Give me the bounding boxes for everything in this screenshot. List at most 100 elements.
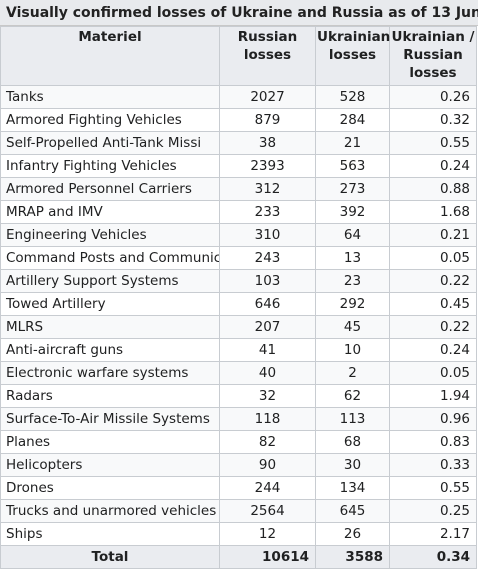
row-ratio: 0.55	[389, 131, 477, 155]
row-ukrainian-losses: 68	[315, 430, 390, 454]
row-ratio: 0.55	[389, 476, 477, 500]
table-row: Trucks and unarmored vehicles 2564 645 0.25	[0, 499, 477, 523]
row-ukrainian-losses: 563	[315, 154, 390, 178]
row-ukrainian-losses: 64	[315, 223, 390, 247]
row-russian-losses: 2393	[219, 154, 316, 178]
row-russian-losses: 2027	[219, 85, 316, 109]
table-row: Infantry Fighting Vehicles 2393 563 0.24	[0, 154, 477, 178]
table-row: Radars 32 62 1.94	[0, 384, 477, 408]
header-russian-losses[interactable]: Russian losses	[219, 26, 316, 86]
row-ratio: 0.24	[389, 338, 477, 362]
row-ratio: 0.83	[389, 430, 477, 454]
row-russian-losses: 244	[219, 476, 316, 500]
total-ratio: 0.34	[389, 545, 477, 569]
row-materiel: Planes	[0, 430, 220, 454]
table-row: Surface-To-Air Missile Systems 118 113 0.96	[0, 407, 477, 431]
row-ratio: 0.26	[389, 85, 477, 109]
header-row: Materiel Russian losses Ukrainian losses…	[0, 26, 477, 86]
row-ukrainian-losses: 10	[315, 338, 390, 362]
row-ratio: 0.45	[389, 292, 477, 316]
row-russian-losses: 207	[219, 315, 316, 339]
row-materiel: MLRS	[0, 315, 220, 339]
row-russian-losses: 879	[219, 108, 316, 132]
table-row: Self-Propelled Anti-Tank Missi 38 21 0.55	[0, 131, 477, 155]
row-ratio: 0.24	[389, 154, 477, 178]
total-ukrainian: 3588	[315, 545, 390, 569]
row-russian-losses: 12	[219, 522, 316, 546]
row-russian-losses: 118	[219, 407, 316, 431]
row-ratio: 1.68	[389, 200, 477, 224]
table-row: Engineering Vehicles 310 64 0.21	[0, 223, 477, 247]
row-ukrainian-losses: 2	[315, 361, 390, 385]
row-ukrainian-losses: 528	[315, 85, 390, 109]
row-materiel: Ships	[0, 522, 220, 546]
table-row: Armored Personnel Carriers 312 273 0.88	[0, 177, 477, 201]
table-row: Helicopters 90 30 0.33	[0, 453, 477, 477]
row-ukrainian-losses: 392	[315, 200, 390, 224]
row-materiel: Radars	[0, 384, 220, 408]
row-ukrainian-losses: 134	[315, 476, 390, 500]
row-russian-losses: 41	[219, 338, 316, 362]
row-ratio: 0.05	[389, 246, 477, 270]
row-russian-losses: 646	[219, 292, 316, 316]
table-row: Armored Fighting Vehicles 879 284 0.32	[0, 108, 477, 132]
header-ratio[interactable]: Ukrainian / Russian losses	[389, 26, 477, 86]
table-row: Electronic warfare systems 40 2 0.05	[0, 361, 477, 385]
row-materiel: Drones	[0, 476, 220, 500]
row-russian-losses: 233	[219, 200, 316, 224]
row-ukrainian-losses: 23	[315, 269, 390, 293]
table-row: Command Posts and Communicat 243 13 0.05	[0, 246, 477, 270]
table-row: Ships 12 26 2.17	[0, 522, 477, 546]
row-materiel: Command Posts and Communicat	[0, 246, 220, 270]
table-row: Anti-aircraft guns 41 10 0.24	[0, 338, 477, 362]
row-ratio: 1.94	[389, 384, 477, 408]
table-row: Drones 244 134 0.55	[0, 476, 477, 500]
table-row: Planes 82 68 0.83	[0, 430, 477, 454]
table-caption: Visually confirmed losses of Ukraine and…	[0, 0, 478, 26]
row-ratio: 0.05	[389, 361, 477, 385]
row-materiel: Tanks	[0, 85, 220, 109]
losses-table: Materiel Russian losses Ukrainian losses…	[0, 26, 477, 569]
row-ukrainian-losses: 284	[315, 108, 390, 132]
row-materiel: Helicopters	[0, 453, 220, 477]
row-materiel: Infantry Fighting Vehicles	[0, 154, 220, 178]
total-row: Total 10614 3588 0.34	[0, 545, 477, 569]
row-materiel: Armored Fighting Vehicles	[0, 108, 220, 132]
row-ratio: 0.22	[389, 269, 477, 293]
row-materiel: Anti-aircraft guns	[0, 338, 220, 362]
header-ukrainian-losses[interactable]: Ukrainian losses	[315, 26, 390, 86]
row-ukrainian-losses: 26	[315, 522, 390, 546]
total-label: Total	[0, 545, 220, 569]
table-row: Towed Artillery 646 292 0.45	[0, 292, 477, 316]
row-russian-losses: 243	[219, 246, 316, 270]
table-row: Artillery Support Systems 103 23 0.22	[0, 269, 477, 293]
row-ratio: 2.17	[389, 522, 477, 546]
row-ukrainian-losses: 30	[315, 453, 390, 477]
total-russian: 10614	[219, 545, 316, 569]
row-ukrainian-losses: 292	[315, 292, 390, 316]
row-ratio: 0.88	[389, 177, 477, 201]
row-materiel: Armored Personnel Carriers	[0, 177, 220, 201]
row-materiel: Trucks and unarmored vehicles	[0, 499, 220, 523]
row-russian-losses: 82	[219, 430, 316, 454]
row-materiel: Surface-To-Air Missile Systems	[0, 407, 220, 431]
row-ratio: 0.22	[389, 315, 477, 339]
row-russian-losses: 310	[219, 223, 316, 247]
row-ukrainian-losses: 113	[315, 407, 390, 431]
row-ukrainian-losses: 13	[315, 246, 390, 270]
row-materiel: Artillery Support Systems	[0, 269, 220, 293]
table-row: MLRS 207 45 0.22	[0, 315, 477, 339]
row-ukrainian-losses: 45	[315, 315, 390, 339]
row-russian-losses: 90	[219, 453, 316, 477]
row-materiel: Engineering Vehicles	[0, 223, 220, 247]
table-row: MRAP and IMV 233 392 1.68	[0, 200, 477, 224]
row-ratio: 0.25	[389, 499, 477, 523]
table-body: Tanks 2027 528 0.26 Armored Fighting Vehicle…	[0, 85, 477, 546]
row-russian-losses: 2564	[219, 499, 316, 523]
header-materiel[interactable]: Materiel	[0, 26, 220, 86]
row-ratio: 0.21	[389, 223, 477, 247]
row-russian-losses: 103	[219, 269, 316, 293]
row-russian-losses: 312	[219, 177, 316, 201]
row-russian-losses: 32	[219, 384, 316, 408]
